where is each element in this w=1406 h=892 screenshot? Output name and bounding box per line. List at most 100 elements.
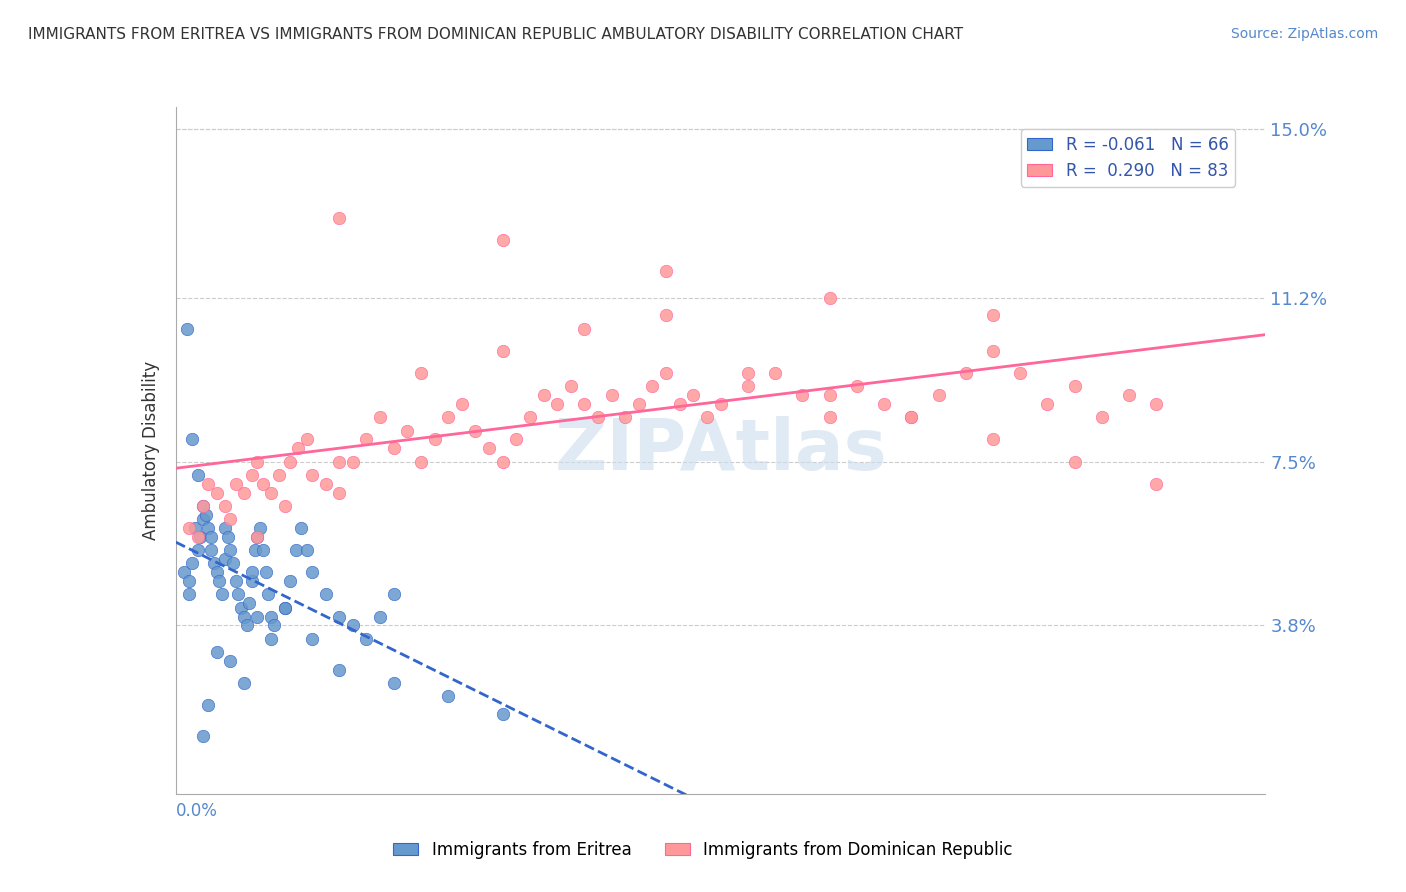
Point [240, 467, 263, 482]
Point [792, 388, 814, 402]
Legend: R = -0.061   N = 66, R =  0.290   N = 83: R = -0.061 N = 66, R = 0.290 N = 83 [1021, 129, 1236, 186]
Point [214, 552, 236, 566]
Point [818, 388, 841, 402]
Point [197, 698, 219, 713]
Point [641, 379, 664, 393]
Point [219, 512, 242, 526]
Point [205, 645, 228, 659]
Point [1036, 397, 1059, 411]
Point [1063, 454, 1085, 468]
Point [214, 499, 236, 513]
Point [214, 521, 236, 535]
Point [269, 467, 291, 482]
Point [246, 454, 269, 468]
Point [382, 587, 405, 601]
Point [301, 632, 323, 646]
Point [368, 410, 391, 425]
Point [219, 543, 242, 558]
Point [179, 587, 201, 601]
Point [519, 410, 541, 425]
Point [396, 424, 419, 438]
Point [1091, 410, 1114, 425]
Point [682, 388, 704, 402]
Point [232, 485, 254, 500]
Point [228, 587, 250, 601]
Point [232, 609, 254, 624]
Legend: Immigrants from Eritrea, Immigrants from Dominican Republic: Immigrants from Eritrea, Immigrants from… [387, 835, 1019, 866]
Point [696, 410, 718, 425]
Point [328, 485, 350, 500]
Point [478, 442, 501, 456]
Point [315, 476, 337, 491]
Point [231, 600, 253, 615]
Point [194, 508, 217, 522]
Point [173, 566, 195, 580]
Point [1118, 388, 1140, 402]
Point [179, 521, 201, 535]
Point [955, 366, 977, 380]
Point [1063, 379, 1085, 393]
Point [900, 410, 922, 425]
Point [243, 543, 266, 558]
Point [450, 397, 472, 411]
Point [1010, 366, 1032, 380]
Point [191, 499, 214, 513]
Point [614, 410, 637, 425]
Point [260, 609, 283, 624]
Point [560, 379, 582, 393]
Point [252, 543, 274, 558]
Point [818, 291, 841, 305]
Point [205, 485, 228, 500]
Point [260, 632, 283, 646]
Point [342, 454, 364, 468]
Point [219, 654, 242, 668]
Point [356, 632, 378, 646]
Point [211, 587, 233, 601]
Point [546, 397, 568, 411]
Point [655, 366, 678, 380]
Point [668, 397, 690, 411]
Point [328, 609, 350, 624]
Point [492, 233, 515, 247]
Point [205, 566, 228, 580]
Point [368, 609, 391, 624]
Point [200, 530, 222, 544]
Point [274, 600, 297, 615]
Point [492, 454, 515, 468]
Point [191, 499, 214, 513]
Point [222, 557, 245, 571]
Point [328, 211, 350, 225]
Point [188, 530, 211, 544]
Point [627, 397, 650, 411]
Point [295, 433, 318, 447]
Point [246, 530, 269, 544]
Point [197, 521, 219, 535]
Point [287, 442, 309, 456]
Point [238, 596, 260, 610]
Point [186, 530, 209, 544]
Point [533, 388, 555, 402]
Point [252, 476, 274, 491]
Point [315, 587, 337, 601]
Point [655, 264, 678, 278]
Point [382, 442, 405, 456]
Point [492, 343, 515, 358]
Text: ZIPAtlas: ZIPAtlas [554, 416, 887, 485]
Point [873, 397, 896, 411]
Point [328, 454, 350, 468]
Point [600, 388, 623, 402]
Point [235, 618, 257, 632]
Point [257, 587, 280, 601]
Point [981, 308, 1004, 322]
Point [301, 566, 323, 580]
Point [208, 574, 231, 589]
Point [818, 410, 841, 425]
Point [191, 729, 214, 743]
Point [225, 476, 247, 491]
Point [278, 574, 301, 589]
Point [655, 308, 678, 322]
Point [737, 366, 759, 380]
Point [295, 543, 318, 558]
Point [254, 566, 277, 580]
Point [181, 433, 204, 447]
